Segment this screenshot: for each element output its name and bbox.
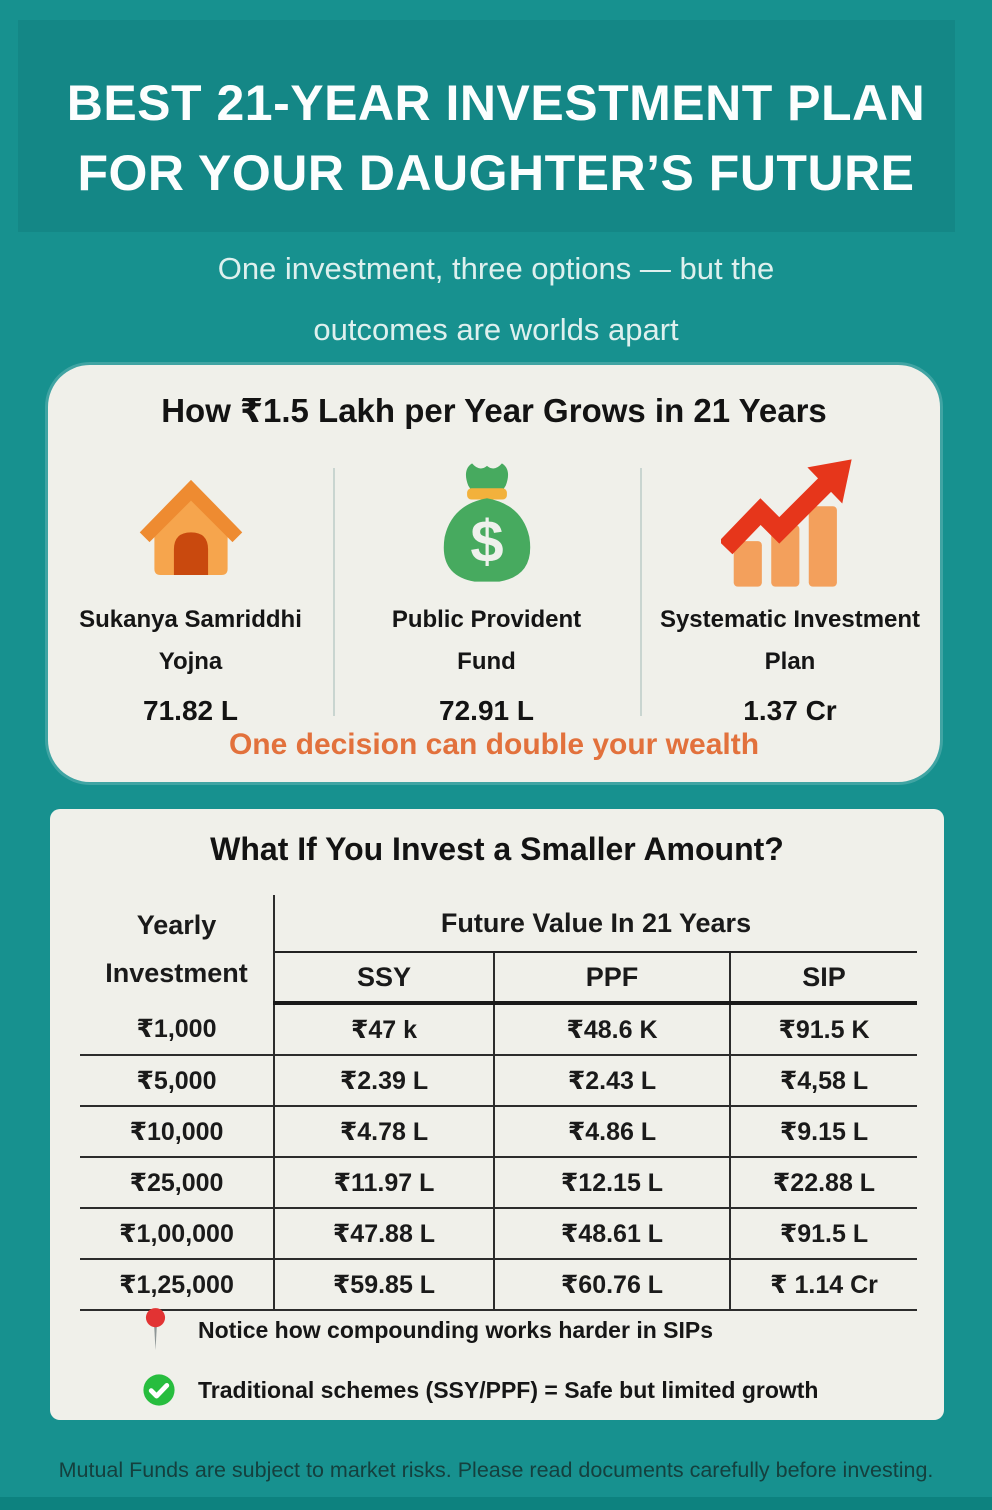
smaller-amount-card: What If You Invest a Smaller Amount? Yea… <box>50 809 944 1420</box>
cell-ppf: ₹12.15 L <box>494 1157 731 1209</box>
cell-sip: ₹ 1.14 Cr <box>730 1259 918 1311</box>
check-icon <box>142 1373 198 1407</box>
option-ppf-name: Public Provident Fund <box>391 606 582 675</box>
investment-options-row: Sukanya Samriddhi Yojna 71.82 L $ Public… <box>48 455 940 727</box>
cell-investment: ₹5,000 <box>80 1055 275 1107</box>
table-row: ₹1,00,000 ₹47.88 L ₹48.61 L ₹91.5 L <box>80 1208 918 1260</box>
option-sip-value: 1.37 Cr <box>743 695 837 726</box>
cell-ssy: ₹59.85 L <box>274 1259 495 1311</box>
option-ssy-value: 71.82 L <box>143 695 238 726</box>
table-row: ₹1,000 ₹47 k ₹48.6 K ₹91.5 K <box>80 1003 918 1056</box>
cell-ssy: ₹11.97 L <box>274 1157 495 1209</box>
growth-card-title: How ₹1.5 Lakh per Year Grows in 21 Years <box>161 392 827 429</box>
bottom-strip <box>0 1497 992 1510</box>
table-row: ₹25,000 ₹11.97 L ₹12.15 L ₹22.88 L <box>80 1157 918 1209</box>
cell-ppf: ₹48.61 L <box>494 1208 731 1260</box>
svg-text:$: $ <box>470 508 503 575</box>
cell-investment: ₹25,000 <box>80 1157 275 1209</box>
note-traditional: Traditional schemes (SSY/PPF) = Safe but… <box>142 1373 904 1407</box>
column-header-sip: SIP <box>730 952 918 1005</box>
option-ppf-value: 72.91 L <box>439 695 534 726</box>
note-traditional-text: Traditional schemes (SSY/PPF) = Safe but… <box>198 1376 819 1403</box>
cell-sip: ₹91.5 K <box>730 1003 918 1056</box>
cell-investment: ₹1,00,000 <box>80 1208 275 1260</box>
cell-ppf: ₹4.86 L <box>494 1106 731 1158</box>
cell-ssy: ₹4.78 L <box>274 1106 495 1158</box>
note-compounding: Notice how compounding works harder in S… <box>142 1307 904 1353</box>
page-subtitle: One investment, three options — but the … <box>0 238 992 360</box>
option-sip-name: Systematic Investment Plan <box>659 606 921 675</box>
cell-ssy: ₹47.88 L <box>274 1208 495 1260</box>
table-card-title: What If You Invest a Smaller Amount? <box>210 831 784 867</box>
table-row: ₹5,000 ₹2.39 L ₹2.43 L ₹4,58 L <box>80 1055 918 1107</box>
growth-comparison-card: How ₹1.5 Lakh per Year Grows in 21 Years… <box>48 365 940 782</box>
page-subtitle-line1: One investment, three options — but the <box>217 251 775 286</box>
cell-sip: ₹4,58 L <box>730 1055 918 1107</box>
column-divider <box>333 468 335 716</box>
house-icon <box>48 455 333 595</box>
page-subtitle-line2: outcomes are worlds apart <box>313 312 679 347</box>
cell-ssy: ₹47 k <box>274 1003 495 1056</box>
cell-sip: ₹9.15 L <box>730 1106 918 1158</box>
page-title-line2: FOR YOUR DAUGHTER’S FUTURE <box>77 145 915 201</box>
cell-ppf: ₹2.43 L <box>494 1055 731 1107</box>
cell-investment: ₹10,000 <box>80 1106 275 1158</box>
note-compounding-text: Notice how compounding works harder in S… <box>198 1316 714 1343</box>
page-title-line1: BEST 21-YEAR INVESTMENT PLAN <box>66 75 926 131</box>
money-bag-icon: $ <box>333 455 640 595</box>
notes-list: Notice how compounding works harder in S… <box>142 1307 904 1427</box>
cell-ssy: ₹2.39 L <box>274 1055 495 1107</box>
group-header-future-value: Future Value In 21 Years <box>274 895 918 953</box>
column-header-ssy: SSY <box>274 952 495 1005</box>
table-row: ₹10,000 ₹4.78 L ₹4.86 L ₹9.15 L <box>80 1106 918 1158</box>
future-value-table: Yearly Investment Future Value In 21 Yea… <box>80 895 918 1311</box>
growth-arrow-icon <box>640 455 940 595</box>
title-backdrop <box>18 20 955 232</box>
option-ssy-name: Sukanya Samriddhi Yojna <box>79 606 302 675</box>
column-header-yearly-investment: Yearly Investment <box>80 895 275 1003</box>
cell-ppf: ₹48.6 K <box>494 1003 731 1056</box>
pin-icon <box>142 1307 198 1353</box>
disclaimer-text: Mutual Funds are subject to market risks… <box>58 1458 934 1482</box>
table-row: ₹1,25,000 ₹59.85 L ₹60.76 L ₹ 1.14 Cr <box>80 1259 918 1311</box>
cell-investment: ₹1,25,000 <box>80 1259 275 1311</box>
page-title: BEST 21-YEAR INVESTMENT PLAN FOR YOUR DA… <box>0 68 992 208</box>
option-sip: Systematic Investment Plan 1.37 Cr <box>640 455 940 727</box>
cell-investment: ₹1,000 <box>80 1003 275 1056</box>
cell-ppf: ₹60.76 L <box>494 1259 731 1311</box>
option-ssy: Sukanya Samriddhi Yojna 71.82 L <box>48 455 333 727</box>
cell-sip: ₹22.88 L <box>730 1157 918 1209</box>
highlight-text: One decision can double your wealth <box>228 728 760 761</box>
column-header-ppf: PPF <box>494 952 731 1005</box>
option-ppf: $ Public Provident Fund 72.91 L <box>333 455 640 727</box>
cell-sip: ₹91.5 L <box>730 1208 918 1260</box>
column-divider <box>640 468 642 716</box>
